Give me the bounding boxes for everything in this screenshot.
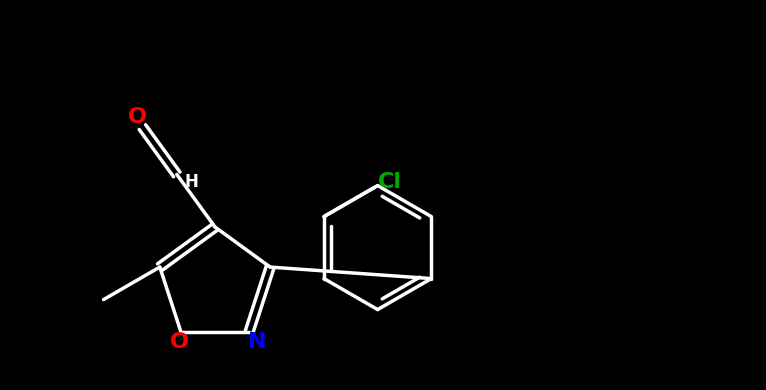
Text: O: O	[169, 332, 188, 352]
Text: O: O	[128, 107, 147, 127]
Text: N: N	[248, 332, 267, 352]
Text: H: H	[185, 174, 198, 191]
Text: Cl: Cl	[378, 172, 401, 192]
